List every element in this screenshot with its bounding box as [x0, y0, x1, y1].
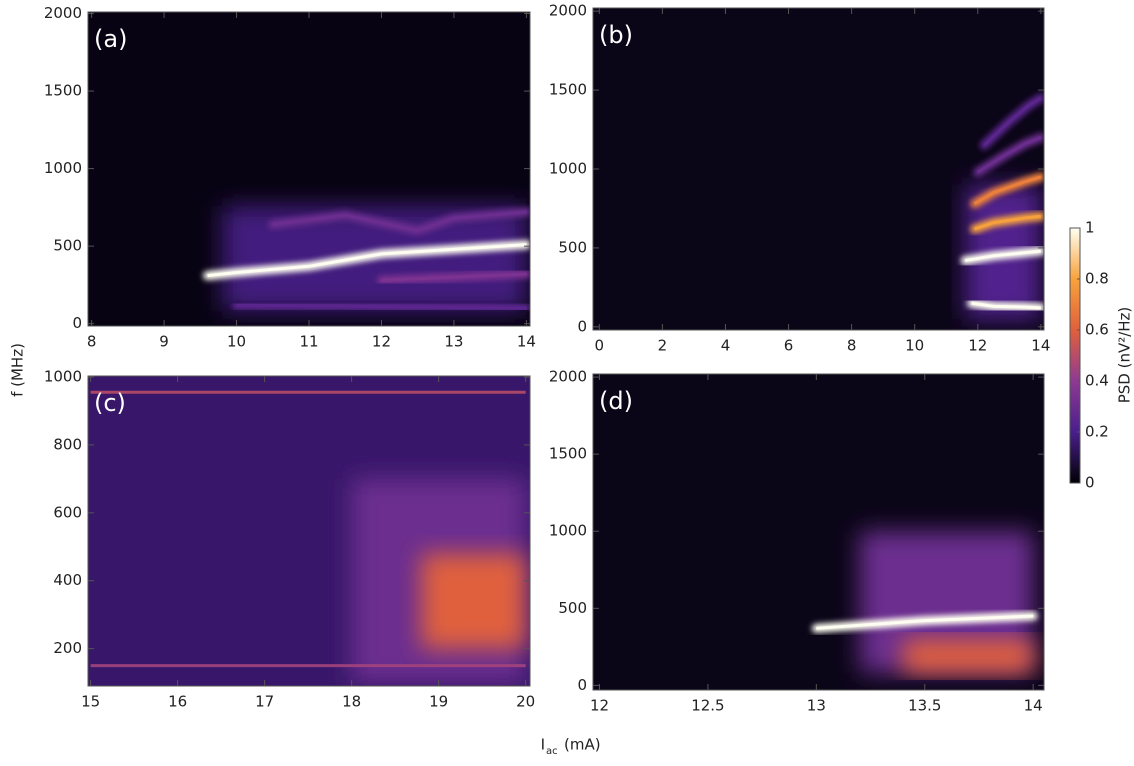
panel-label: (c) [94, 389, 126, 417]
y-tick-label: 1500 [44, 82, 82, 100]
panel: (d) 12 12.5 13 13.5 14 0 500 1000 1500 2000 [549, 368, 1045, 715]
y-tick-label: 1000 [549, 160, 587, 178]
x-tick-label: 8 [87, 333, 97, 351]
panel-label: (b) [599, 21, 633, 49]
panel: (a) 8 9 10 11 12 13 14 0 500 1000 1500 2000 [44, 4, 536, 350]
panel-label: (a) [94, 25, 127, 53]
x-tick-label: 12.5 [691, 697, 724, 715]
heatmap-region [903, 639, 1034, 674]
plot-area [88, 376, 530, 686]
ridge-core [974, 214, 1041, 231]
x-tick-label: 9 [159, 333, 169, 351]
ridge-core [964, 249, 1041, 263]
x-tick-label: 12 [590, 697, 609, 715]
ridge-core [272, 210, 527, 233]
ridge-core [983, 96, 1042, 147]
ridge-core [236, 303, 527, 310]
panel-label: (d) [599, 387, 633, 415]
frame [87, 375, 531, 687]
y-tick-label: 200 [53, 639, 82, 657]
heatmap-region [421, 553, 526, 649]
x-tick-label: 10 [905, 337, 924, 355]
plot-area [88, 12, 530, 326]
x-tick-label: 13 [807, 697, 826, 715]
ridge-core [973, 175, 1042, 206]
x-tick-label: 10 [227, 333, 246, 351]
y-tick-label: 2000 [549, 2, 587, 20]
x-tick-label: 14 [1024, 697, 1043, 715]
x-tick-label: 0 [595, 337, 605, 355]
x-tick-label: 16 [168, 693, 187, 711]
plot-area [593, 374, 1044, 690]
y-tick-label: 600 [53, 503, 82, 521]
x-tick-label: 19 [429, 693, 448, 711]
x-tick-label: 13 [444, 333, 463, 351]
x-tick-label: 14 [517, 333, 536, 351]
x-tick-label: 12 [372, 333, 391, 351]
colorbar-tick-label: 0 [1085, 474, 1095, 492]
colorbar-label: PSD (nV²/Hz) [1116, 307, 1134, 404]
x-tick-label: 14 [1031, 337, 1050, 355]
colorbar-tick-label: 1 [1085, 219, 1095, 237]
colorbar-tick-label: 0.4 [1085, 372, 1109, 390]
y-tick-label: 500 [558, 599, 587, 617]
y-tick-label: 1500 [549, 445, 587, 463]
y-tick-label: 1000 [44, 159, 82, 177]
y-tick-label: 800 [53, 435, 82, 453]
y-tick-label: 500 [558, 238, 587, 256]
plot-area [593, 8, 1044, 330]
x-axis-label-unit: (mA) [564, 736, 601, 754]
y-tick-label: 1000 [549, 522, 587, 540]
ridge-core [816, 614, 1034, 630]
frame [592, 373, 1045, 691]
ridge-core [381, 272, 527, 282]
x-tick-label: 15 [81, 693, 100, 711]
y-tick-label: 2000 [44, 4, 82, 22]
y-tick-label: 2000 [549, 368, 587, 386]
colorbar-tick-label: 0.8 [1085, 270, 1109, 288]
y-axis-label: f (MHz) [9, 343, 27, 397]
x-tick-label: 2 [658, 337, 668, 355]
y-tick-label: 0 [577, 676, 587, 694]
colorbar-tick-label: 0.6 [1085, 321, 1109, 339]
x-tick-label: 4 [721, 337, 731, 355]
y-tick-label: 0 [577, 317, 587, 335]
x-axis-label: I [541, 736, 545, 754]
colorbar-tick-label: 0.2 [1085, 423, 1109, 441]
x-tick-label: 8 [847, 337, 857, 355]
x-tick-label: 11 [299, 333, 318, 351]
x-tick-label: 13.5 [908, 697, 941, 715]
colorbar [1069, 227, 1081, 484]
panel: (b) 0 2 4 6 8 10 12 14 0 500 1000 1500 2000 [549, 2, 1051, 355]
y-tick-label: 500 [53, 237, 82, 255]
x-tick-label: 17 [255, 693, 274, 711]
y-tick-label: 1000 [44, 368, 82, 386]
ridge-core [207, 243, 527, 278]
x-tick-label: 20 [516, 693, 535, 711]
y-tick-label: 400 [53, 571, 82, 589]
x-tick-label: 12 [968, 337, 987, 355]
x-tick-label: 6 [784, 337, 794, 355]
y-tick-label: 0 [72, 314, 82, 332]
panel: (c) 15 16 17 18 19 20 200 400 600 800 1000 [44, 368, 535, 711]
ridge-core [971, 301, 1041, 310]
ridge-core [976, 136, 1042, 174]
x-axis-label-sub: ac [546, 746, 558, 757]
y-tick-label: 1500 [549, 81, 587, 99]
x-tick-label: 18 [342, 693, 361, 711]
